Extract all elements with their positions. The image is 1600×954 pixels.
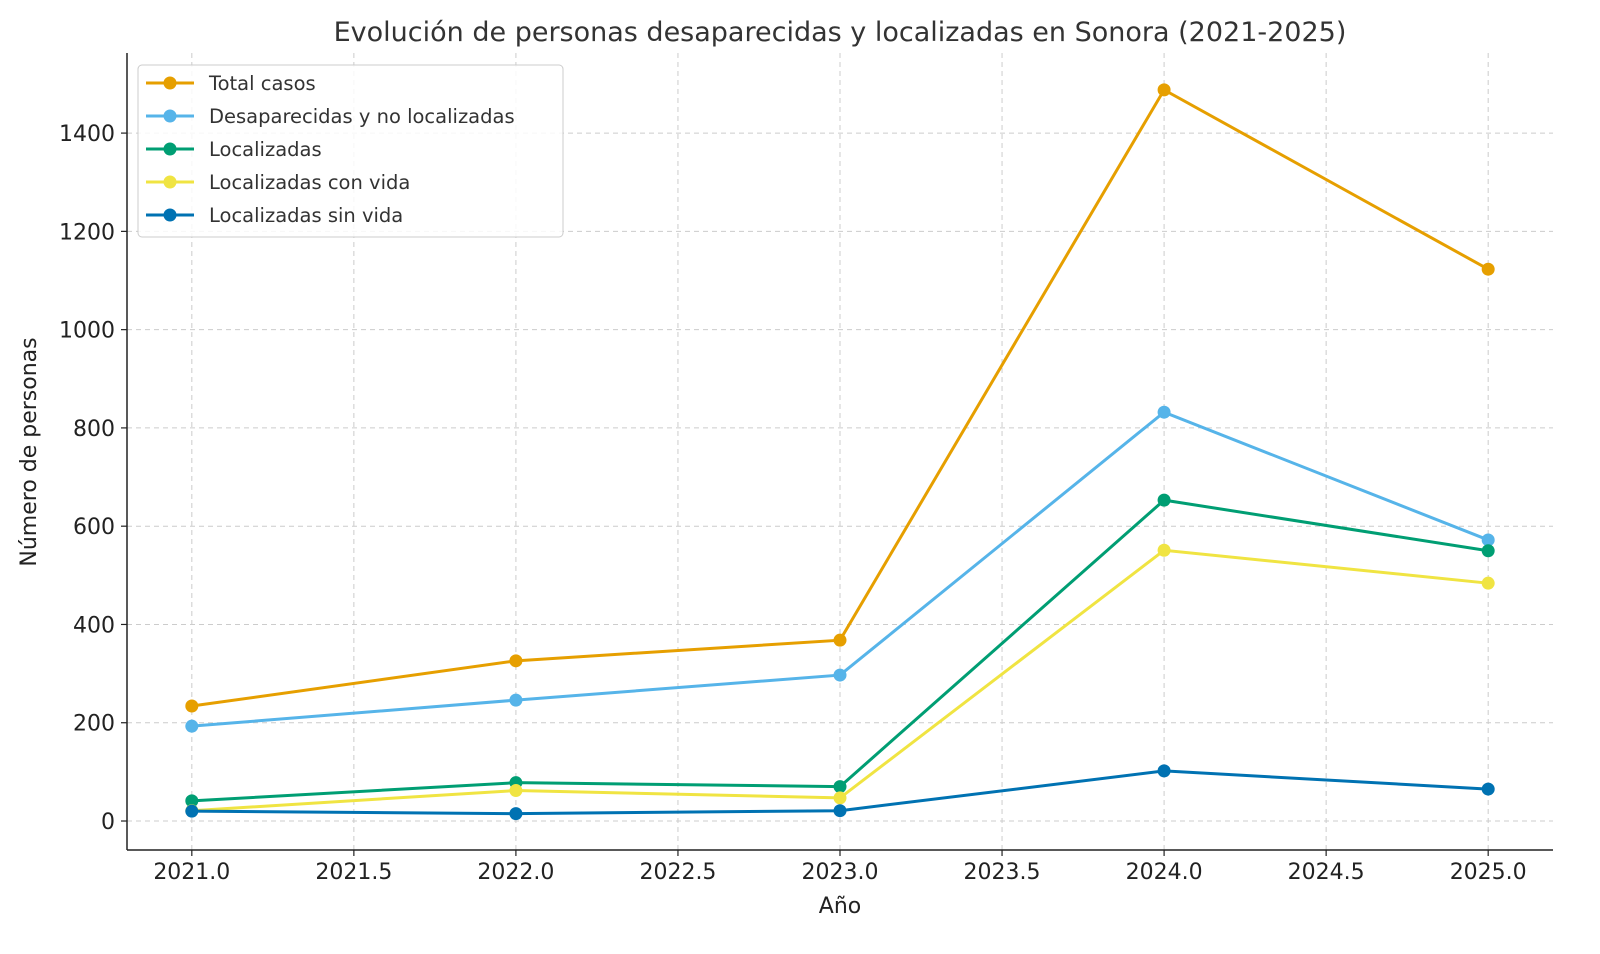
data-point: [509, 784, 523, 798]
data-point: [509, 693, 523, 707]
legend-marker: [163, 208, 177, 222]
legend-label: Localizadas con vida: [209, 171, 410, 194]
data-point: [1157, 405, 1171, 419]
series-total-casos: [185, 83, 1495, 713]
data-point: [185, 719, 199, 733]
x-tick-label: 2024.0: [1126, 860, 1203, 885]
legend-label: Localizadas sin vida: [209, 204, 403, 227]
legend-box: [137, 64, 564, 238]
data-point: [833, 780, 847, 794]
chart-title: Evolución de personas desaparecidas y lo…: [334, 17, 1347, 48]
data-point: [185, 699, 199, 713]
legend-marker: [163, 76, 177, 90]
data-point: [1481, 262, 1495, 276]
data-point: [1157, 764, 1171, 778]
data-point: [509, 654, 523, 668]
y-axis-label: Número de personas: [17, 337, 42, 566]
legend-label: Desaparecidas y no localizadas: [209, 105, 515, 128]
y-tick-label: 1200: [59, 220, 115, 245]
y-tick-label: 600: [73, 515, 115, 540]
legend-marker: [163, 142, 177, 156]
data-point: [1157, 493, 1171, 507]
x-tick-label: 2024.5: [1288, 860, 1365, 885]
data-point: [185, 804, 199, 818]
y-tick-label: 200: [73, 712, 115, 737]
y-tick-label: 800: [73, 417, 115, 442]
legend-marker: [163, 109, 177, 123]
data-point: [1481, 576, 1495, 590]
data-point: [509, 807, 523, 821]
x-tick-label: 2023.5: [964, 860, 1041, 885]
y-tick-label: 1000: [59, 319, 115, 344]
x-tick-label: 2021.5: [315, 860, 392, 885]
series-group: [185, 83, 1495, 821]
data-point: [1157, 543, 1171, 557]
x-axis-label: Año: [819, 894, 861, 919]
data-point: [1481, 533, 1495, 547]
x-tick-label: 2023.0: [802, 860, 879, 885]
legend-marker: [163, 175, 177, 189]
series-localizadas: [185, 493, 1495, 808]
data-point: [185, 794, 199, 808]
y-tick-label: 400: [73, 613, 115, 638]
series-desaparecidas-y-no-localizadas: [185, 405, 1495, 733]
axes: 2021.0 2021.5 2022.0 2022.5 2023.0 2023.5 2024…: [59, 53, 1553, 885]
x-tick-label: 2022.5: [639, 860, 716, 885]
data-point: [1481, 544, 1495, 558]
data-point: [833, 804, 847, 818]
data-point: [833, 791, 847, 805]
y-tick-label: 0: [101, 810, 115, 835]
data-point: [1157, 83, 1171, 97]
y-tick-label: 1400: [59, 122, 115, 147]
data-point: [833, 633, 847, 647]
legend-label: Localizadas: [209, 138, 322, 161]
series-localizadas-sin-vida: [185, 764, 1495, 821]
x-tick-label: 2022.0: [477, 860, 554, 885]
data-point: [833, 668, 847, 682]
legend: Total casos Desaparecidas y no localizada…: [137, 64, 564, 238]
x-tick-label: 2025.0: [1450, 860, 1527, 885]
data-point: [1481, 782, 1495, 796]
legend-label: Total casos: [208, 72, 316, 95]
x-tick-label: 2021.0: [153, 860, 230, 885]
